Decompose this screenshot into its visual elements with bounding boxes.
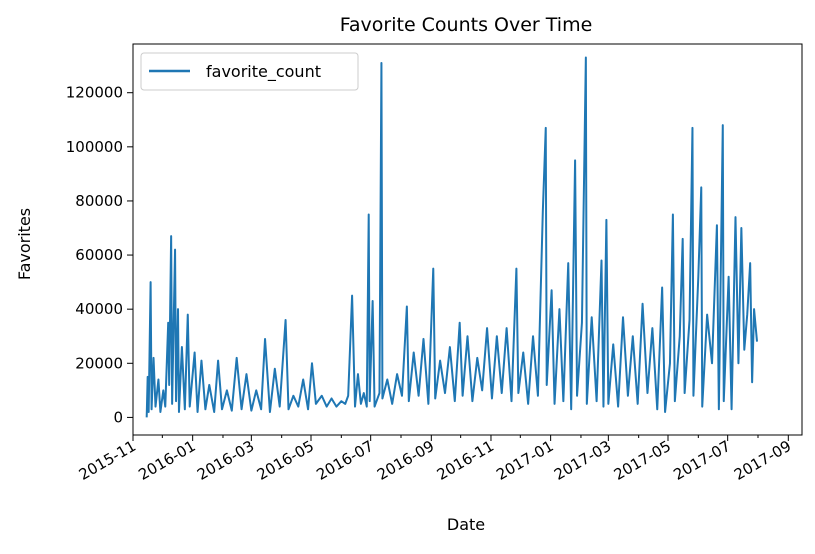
y-tick-label: 80000 xyxy=(75,192,123,210)
y-tick-label: 0 xyxy=(113,408,123,426)
x-axis-label: Date xyxy=(447,515,485,534)
y-axis-label: Favorites xyxy=(15,208,34,280)
y-tick-label: 40000 xyxy=(75,300,123,318)
y-axis: 0 20000 40000 60000 80000 100000 120000 xyxy=(66,84,133,426)
y-tick-label: 100000 xyxy=(66,138,123,156)
plot-frame xyxy=(132,43,803,436)
y-tick-label: 60000 xyxy=(75,246,123,264)
y-tick-label: 20000 xyxy=(75,354,123,372)
legend: favorite_count xyxy=(140,52,359,91)
series-line-0 xyxy=(145,56,759,418)
legend-label: favorite_count xyxy=(206,62,321,82)
legend-box xyxy=(140,52,359,91)
series-layer xyxy=(145,56,759,418)
y-tick-label: 120000 xyxy=(66,84,123,102)
chart-title: Favorite Counts Over Time xyxy=(340,14,593,36)
